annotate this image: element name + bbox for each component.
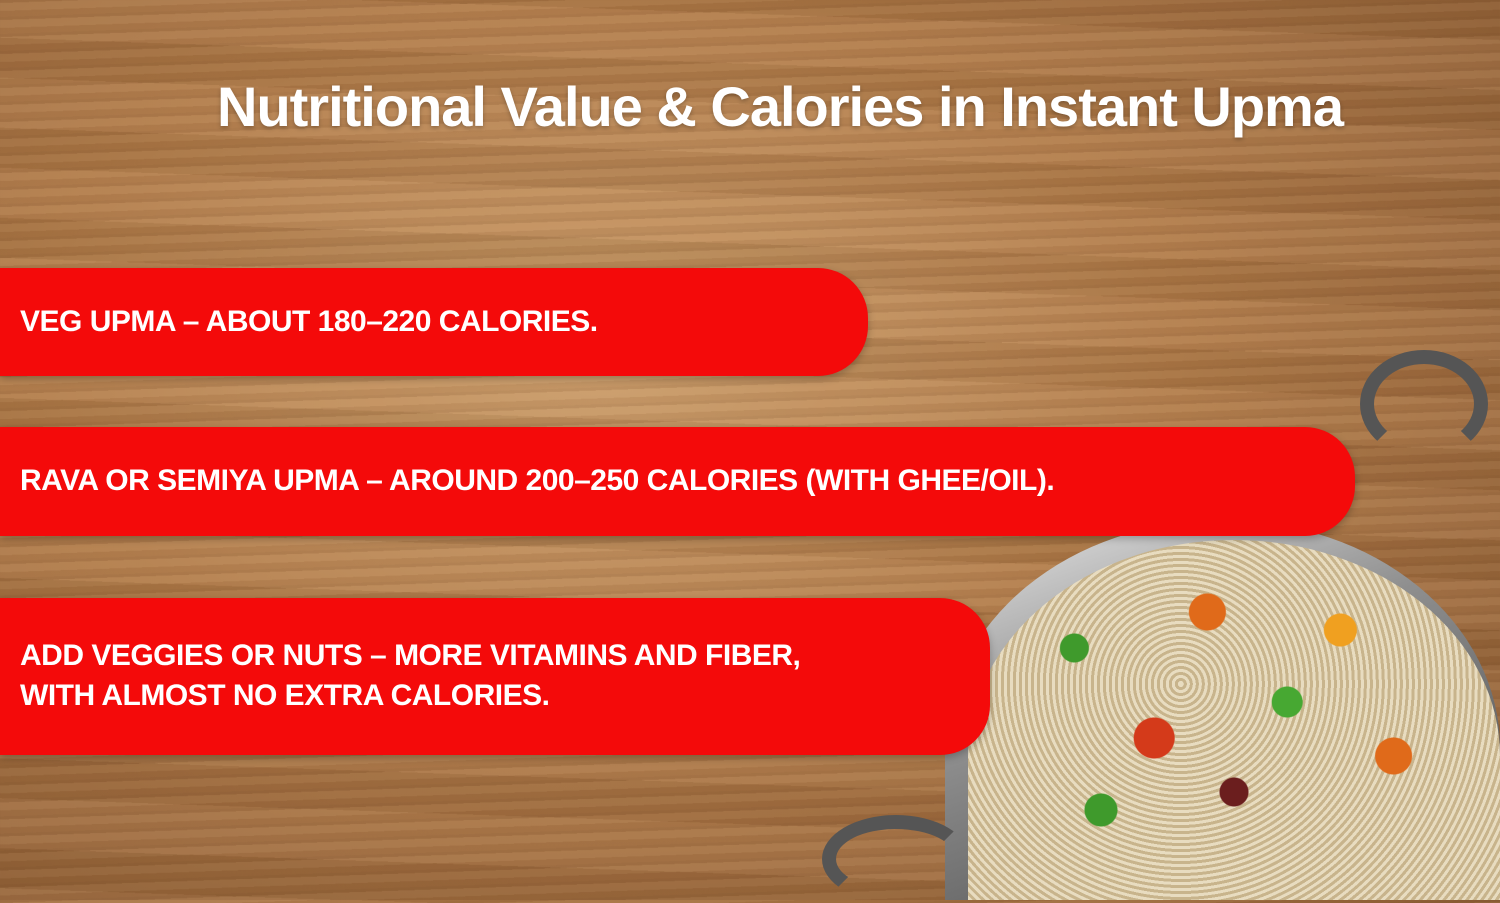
- banner-text: VEG UPMA – ABOUT 180–220 CALORIES.: [20, 305, 598, 338]
- bowl-handle: [822, 815, 970, 903]
- banner-text: ADD VEGGIES OR NUTS – MORE VITAMINS AND …: [20, 636, 950, 716]
- upma-food: [968, 540, 1500, 900]
- bowl-handle: [1360, 350, 1488, 458]
- banner-text: RAVA OR SEMIYA UPMA – AROUND 200–250 CAL…: [20, 464, 1055, 497]
- banner-line: WITH ALMOST NO EXTRA CALORIES.: [20, 679, 550, 712]
- info-banner-veg-upma: VEG UPMA – ABOUT 180–220 CALORIES.: [0, 268, 868, 376]
- info-banner-veggies-nuts: ADD VEGGIES OR NUTS – MORE VITAMINS AND …: [0, 598, 990, 755]
- page-title: Nutritional Value & Calories in Instant …: [217, 75, 1344, 138]
- info-banner-rava-upma: RAVA OR SEMIYA UPMA – AROUND 200–250 CAL…: [0, 427, 1355, 536]
- banner-line: ADD VEGGIES OR NUTS – MORE VITAMINS AND …: [20, 639, 801, 672]
